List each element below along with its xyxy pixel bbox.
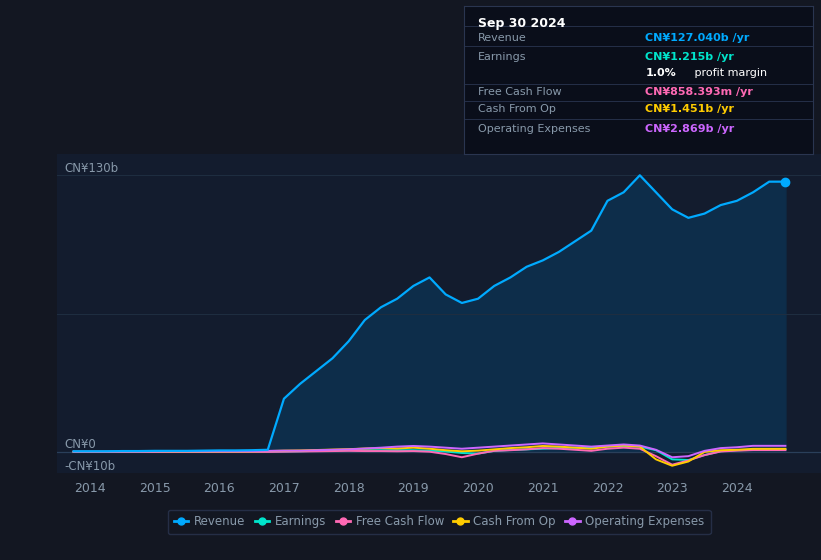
Text: CN¥858.393m /yr: CN¥858.393m /yr: [645, 87, 753, 97]
Legend: Revenue, Earnings, Free Cash Flow, Cash From Op, Operating Expenses: Revenue, Earnings, Free Cash Flow, Cash …: [167, 510, 711, 534]
Text: Cash From Op: Cash From Op: [478, 105, 556, 114]
Text: -CN¥10b: -CN¥10b: [64, 460, 115, 473]
Text: CN¥127.040b /yr: CN¥127.040b /yr: [645, 33, 750, 43]
Text: CN¥1.215b /yr: CN¥1.215b /yr: [645, 52, 734, 62]
Text: Revenue: Revenue: [478, 33, 526, 43]
Text: CN¥2.869b /yr: CN¥2.869b /yr: [645, 124, 735, 134]
Text: Operating Expenses: Operating Expenses: [478, 124, 590, 134]
Text: 1.0%: 1.0%: [645, 68, 676, 78]
Text: profit margin: profit margin: [690, 68, 767, 78]
Text: Earnings: Earnings: [478, 52, 526, 62]
Text: Free Cash Flow: Free Cash Flow: [478, 87, 562, 97]
Text: CN¥1.451b /yr: CN¥1.451b /yr: [645, 105, 734, 114]
Text: Sep 30 2024: Sep 30 2024: [478, 17, 566, 30]
Text: CN¥0: CN¥0: [64, 438, 96, 451]
Text: CN¥130b: CN¥130b: [64, 162, 118, 175]
